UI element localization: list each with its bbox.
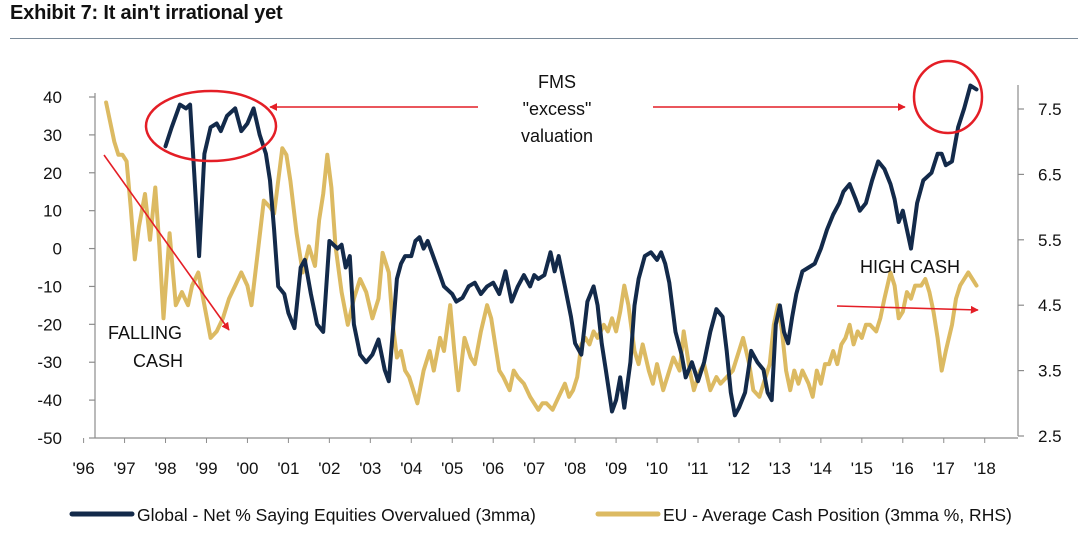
legend-label-eu: EU - Average Cash Position (3mma %, RHS) [663, 505, 1012, 525]
right-axis-tick-label: 2.5 [1038, 427, 1062, 446]
left-axis-tick-label: -40 [37, 391, 62, 410]
left-axis-tick-label: 40 [43, 88, 62, 107]
right-axis-tick-label: 7.5 [1038, 100, 1062, 119]
x-axis-tick-label: '02 [318, 459, 340, 478]
x-axis-tick-label: '01 [277, 459, 299, 478]
x-axis-tick-label: '04 [400, 459, 422, 478]
annotation-cash: CASH [133, 351, 183, 371]
series-line-global-overvalued [163, 83, 979, 418]
annotation-high-cash: HIGH CASH [860, 257, 960, 277]
left-axis-tick-label: 10 [43, 202, 62, 221]
legend-label-global: Global - Net % Saying Equities Overvalue… [137, 505, 536, 525]
title-divider [10, 38, 1078, 39]
x-axis-tick-label: '15 [851, 459, 873, 478]
x-axis-tick-label: '00 [236, 459, 258, 478]
x-axis-tick-label: '17 [933, 459, 955, 478]
x-axis-tick-label: '05 [441, 459, 463, 478]
x-axis-tick-label: '06 [482, 459, 504, 478]
x-axis-tick-label: '08 [564, 459, 586, 478]
x-axis-tick-label: '07 [523, 459, 545, 478]
x-axis-tick-label: '10 [646, 459, 668, 478]
series-line-eu-cash [104, 100, 979, 412]
x-axis-tick-label: '99 [195, 459, 217, 478]
x-axis-tick-label: '03 [359, 459, 381, 478]
annotation-fms: FMS [538, 72, 576, 92]
annotation-valuation: valuation [521, 126, 593, 146]
x-axis-tick-label: '98 [154, 459, 176, 478]
x-axis-tick-label: '11 [688, 459, 709, 478]
right-axis-tick-label: 4.5 [1038, 296, 1062, 315]
highlight-circle-right [912, 59, 984, 135]
left-axis-tick-label: 30 [43, 126, 62, 145]
x-axis-tick-label: '13 [769, 459, 791, 478]
right-axis-tick-label: 6.5 [1038, 165, 1062, 184]
arrow-falling-cash [103, 154, 230, 331]
arrow-high-cash [836, 305, 979, 314]
left-axis-tick-label: 20 [43, 164, 62, 183]
x-axis-tick-label: '12 [728, 459, 750, 478]
left-axis-tick-label: 0 [53, 240, 62, 259]
left-axis-tick-label: -10 [37, 277, 62, 296]
x-axis-tick-label: '14 [810, 459, 832, 478]
annotation-falling: FALLING [108, 323, 182, 343]
x-axis-tick-label: '96 [73, 459, 95, 478]
x-axis-tick-label: '09 [605, 459, 627, 478]
x-axis-tick-label: '18 [974, 459, 996, 478]
left-axis-tick-label: -20 [37, 315, 62, 334]
page-title: Exhibit 7: It ain't irrational yet [10, 2, 283, 24]
x-axis-tick-label: '97 [113, 459, 135, 478]
x-axis-tick-label: '16 [892, 459, 914, 478]
left-axis-tick-label: -30 [37, 353, 62, 372]
highlight-circle-left [144, 89, 278, 163]
right-axis-tick-label: 5.5 [1038, 231, 1062, 250]
right-axis-tick-label: 3.5 [1038, 362, 1062, 381]
annotation-excess: "excess" [523, 99, 592, 119]
left-axis-tick-label: -50 [37, 429, 62, 448]
